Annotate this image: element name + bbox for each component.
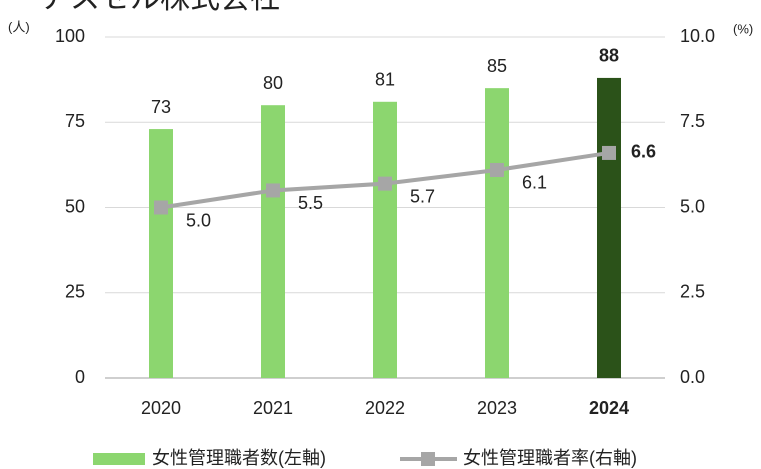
y2-tick-label: 2.5: [680, 282, 705, 302]
y-tick-label: 25: [65, 282, 85, 302]
y-tick-label: 0: [75, 367, 85, 387]
x-tick-label: 2023: [477, 398, 517, 418]
chart-title: アスセル株式会社: [40, 0, 280, 15]
legend-swatch: [93, 453, 145, 465]
bar: [149, 129, 173, 378]
bar-label: 80: [263, 73, 283, 93]
x-tick-label: 2020: [141, 398, 181, 418]
line-marker: [154, 200, 168, 215]
line-marker: [602, 145, 616, 160]
x-tick-label: 2021: [253, 398, 293, 418]
legend-swatch: [421, 452, 435, 466]
bar: [485, 88, 509, 379]
line-label: 5.7: [410, 186, 435, 206]
line-marker: [378, 176, 392, 191]
legend-label: 女性管理職者率(右軸): [463, 448, 637, 468]
y-unit: (人): [8, 19, 30, 34]
x-tick-label: 2024: [589, 398, 629, 418]
bar-label: 88: [599, 46, 619, 66]
legend-label: 女性管理職者数(左軸): [152, 448, 326, 468]
bar: [373, 101, 397, 378]
line-label: 6.1: [522, 173, 547, 193]
y2-tick-label: 7.5: [680, 111, 705, 131]
y2-tick-label: 10.0: [680, 26, 715, 46]
bar: [261, 105, 285, 378]
line-label: 5.0: [186, 210, 211, 230]
y-tick-label: 100: [55, 26, 85, 46]
line-label: 6.6: [631, 142, 656, 162]
y2-tick-label: 0.0: [680, 367, 705, 387]
y-tick-label: 50: [65, 196, 85, 216]
line-marker: [266, 183, 280, 198]
y2-tick-label: 5.0: [680, 196, 705, 216]
line-label: 5.5: [298, 193, 323, 213]
bar: [597, 77, 621, 379]
bar-label: 81: [375, 70, 395, 90]
line-marker: [490, 162, 504, 177]
y2-unit: (%): [733, 21, 753, 36]
bar-label: 85: [487, 56, 507, 76]
y-tick-label: 75: [65, 111, 85, 131]
x-tick-label: 2022: [365, 398, 405, 418]
bar-label: 73: [151, 97, 171, 117]
